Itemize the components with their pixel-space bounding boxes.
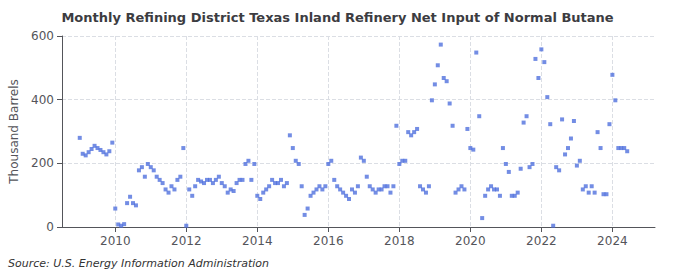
svg-text:Source: U.S. Energy Informatio: Source: U.S. Energy Information Administ… xyxy=(8,257,269,270)
svg-text:Monthly Refining District Texa: Monthly Refining District Texas Inland R… xyxy=(61,10,613,25)
svg-text:2016: 2016 xyxy=(313,234,344,248)
svg-text:0: 0 xyxy=(46,220,54,234)
svg-text:2010: 2010 xyxy=(100,234,131,248)
svg-text:Thousand Barrels: Thousand Barrels xyxy=(7,79,21,184)
svg-text:600: 600 xyxy=(31,29,54,43)
svg-text:2012: 2012 xyxy=(171,234,202,248)
svg-text:2018: 2018 xyxy=(384,234,415,248)
svg-text:2022: 2022 xyxy=(526,234,557,248)
svg-text:2020: 2020 xyxy=(455,234,486,248)
svg-text:400: 400 xyxy=(31,93,54,107)
svg-text:2024: 2024 xyxy=(597,234,628,248)
svg-text:200: 200 xyxy=(31,156,54,170)
svg-text:2014: 2014 xyxy=(242,234,273,248)
